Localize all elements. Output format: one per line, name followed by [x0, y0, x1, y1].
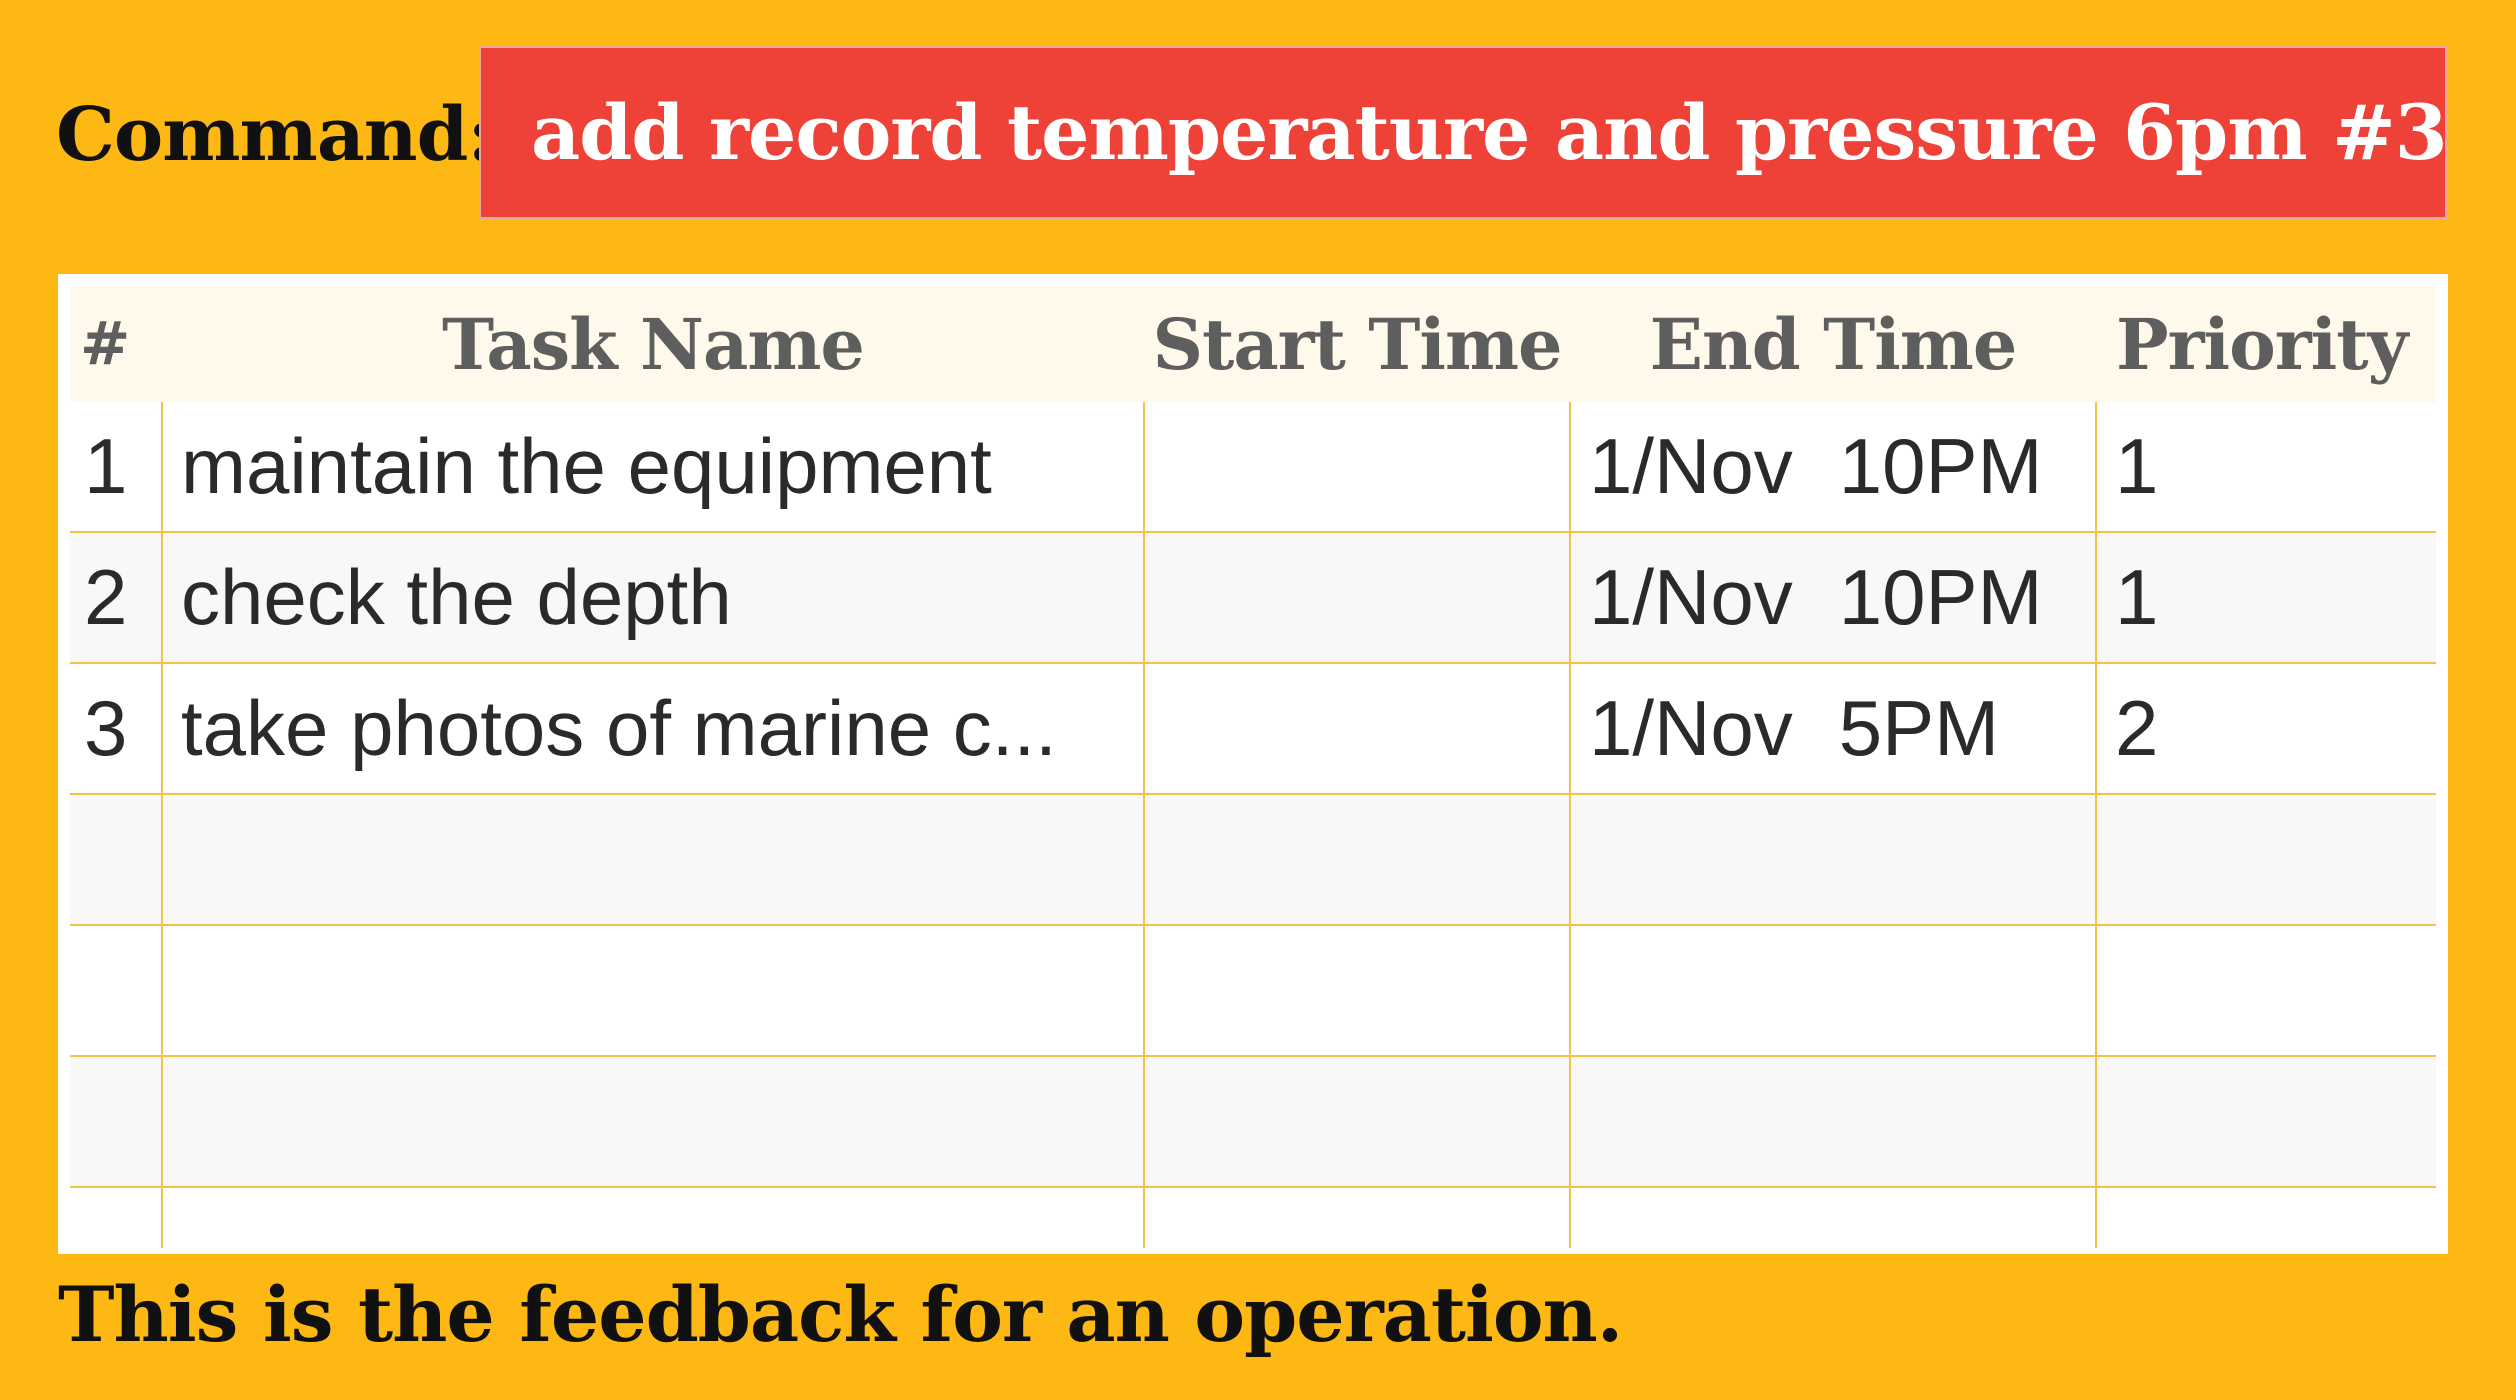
- empty-cell: [1569, 1187, 2096, 1248]
- command-label: Command:: [56, 92, 495, 178]
- cell-end-time: 1/Nov 10PM: [1569, 402, 2096, 533]
- empty-cell: [1569, 1056, 2096, 1188]
- empty-cell: [1143, 1187, 1570, 1248]
- empty-cell: [161, 1056, 1144, 1188]
- empty-cell: [2095, 925, 2436, 1057]
- empty-cell: [1143, 794, 1570, 926]
- empty-cell: [70, 794, 162, 926]
- empty-table-row: [70, 794, 2436, 926]
- cell-end-time: 1/Nov 5PM: [1569, 663, 2096, 795]
- column-header-end-time[interactable]: End Time: [1570, 286, 2096, 402]
- table-row[interactable]: 2 check the depth 1/Nov 10PM 1: [70, 532, 2436, 664]
- empty-cell: [70, 925, 162, 1057]
- cell-start-time: [1143, 532, 1570, 664]
- command-input[interactable]: add record temperature and pressure 6pm …: [479, 46, 2447, 219]
- empty-cell: [70, 1056, 162, 1188]
- empty-cell: [2095, 794, 2436, 926]
- column-header-priority[interactable]: Priority: [2096, 286, 2436, 402]
- command-input-text: add record temperature and pressure 6pm …: [531, 88, 2447, 177]
- empty-cell: [70, 1187, 162, 1248]
- end-date: 1/Nov: [1589, 422, 1793, 510]
- feedback-message: This is the feedback for an operation.: [58, 1270, 1623, 1359]
- empty-cell: [161, 925, 1144, 1057]
- end-date: 1/Nov: [1589, 684, 1793, 772]
- task-table: # Task Name Start Time End Time Priority…: [70, 286, 2436, 1248]
- empty-cell: [2095, 1056, 2436, 1188]
- cell-priority: 2: [2095, 663, 2436, 795]
- empty-cell: [161, 794, 1144, 926]
- table-row[interactable]: 1 maintain the equipment 1/Nov 10PM 1: [70, 402, 2436, 533]
- cell-number: 2: [70, 532, 162, 664]
- cell-task-name: check the depth: [161, 532, 1144, 664]
- empty-cell: [161, 1187, 1144, 1248]
- table-row[interactable]: 3 take photos of marine c... 1/Nov 5PM 2: [70, 663, 2436, 795]
- empty-cell: [1569, 794, 2096, 926]
- column-header-number[interactable]: #: [70, 286, 162, 402]
- cell-task-name: take photos of marine c...: [161, 663, 1144, 795]
- cell-priority: 1: [2095, 402, 2436, 533]
- empty-cell: [2095, 1187, 2436, 1248]
- empty-cell: [1143, 1056, 1570, 1188]
- cell-number: 3: [70, 663, 162, 795]
- end-time: 10PM: [1838, 422, 2043, 510]
- task-table-container: # Task Name Start Time End Time Priority…: [58, 274, 2448, 1254]
- column-header-start-time[interactable]: Start Time: [1144, 286, 1570, 402]
- column-header-task-name[interactable]: Task Name: [162, 286, 1144, 402]
- end-time: 5PM: [1838, 684, 2000, 772]
- cell-number: 1: [70, 402, 162, 533]
- empty-cell: [1569, 925, 2096, 1057]
- empty-table-row: [70, 1187, 2436, 1248]
- end-time: 10PM: [1838, 553, 2043, 641]
- table-header-row: # Task Name Start Time End Time Priority: [70, 286, 2436, 402]
- empty-table-row: [70, 1056, 2436, 1188]
- cell-start-time: [1143, 663, 1570, 795]
- end-date: 1/Nov: [1589, 553, 1793, 641]
- cell-end-time: 1/Nov 10PM: [1569, 532, 2096, 664]
- cell-task-name: maintain the equipment: [161, 402, 1144, 533]
- empty-table-row: [70, 925, 2436, 1057]
- cell-start-time: [1143, 402, 1570, 533]
- empty-cell: [1143, 925, 1570, 1057]
- cell-priority: 1: [2095, 532, 2436, 664]
